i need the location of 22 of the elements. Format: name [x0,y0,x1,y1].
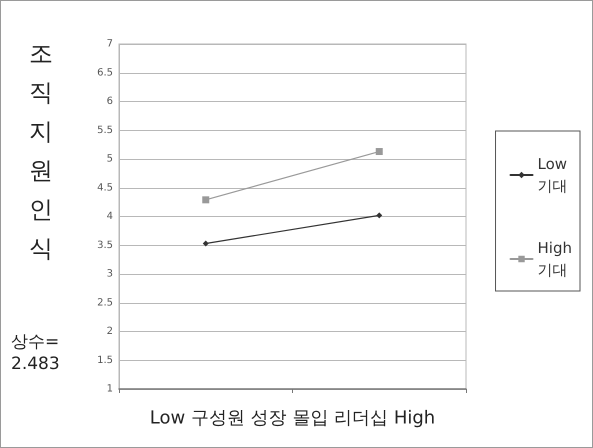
legend-label: High 기대 [538,239,572,279]
y-tick-label: 3.5 [97,240,113,251]
y-tick-label: 2.5 [97,297,113,308]
y-tick-label: 4 [106,211,113,222]
y-tick-label: 2 [106,326,113,337]
point [202,240,209,247]
y-axis-title: 조직지원인식 [29,40,53,262]
point [376,148,383,156]
y-tick-label: 6.5 [97,67,113,78]
y-tick-label: 5 [106,154,113,164]
x-axis-title: Low 구성원 성장 몰입 리더십 High [150,408,436,428]
y-tick-label: 6 [106,96,113,107]
text: 상수= 2.483 [11,332,60,374]
y-tick-label: 7 [106,38,113,50]
y-tick-label: 3 [106,268,113,280]
point [202,196,210,204]
y-tick-label: 1 [106,384,113,394]
legend-label: Low 기대 [538,155,568,195]
y-tick-label: 1.5 [97,354,113,366]
y-tick-label: 4.5 [97,182,113,194]
point [376,212,382,218]
y-tick-label: 5.5 [97,124,113,136]
